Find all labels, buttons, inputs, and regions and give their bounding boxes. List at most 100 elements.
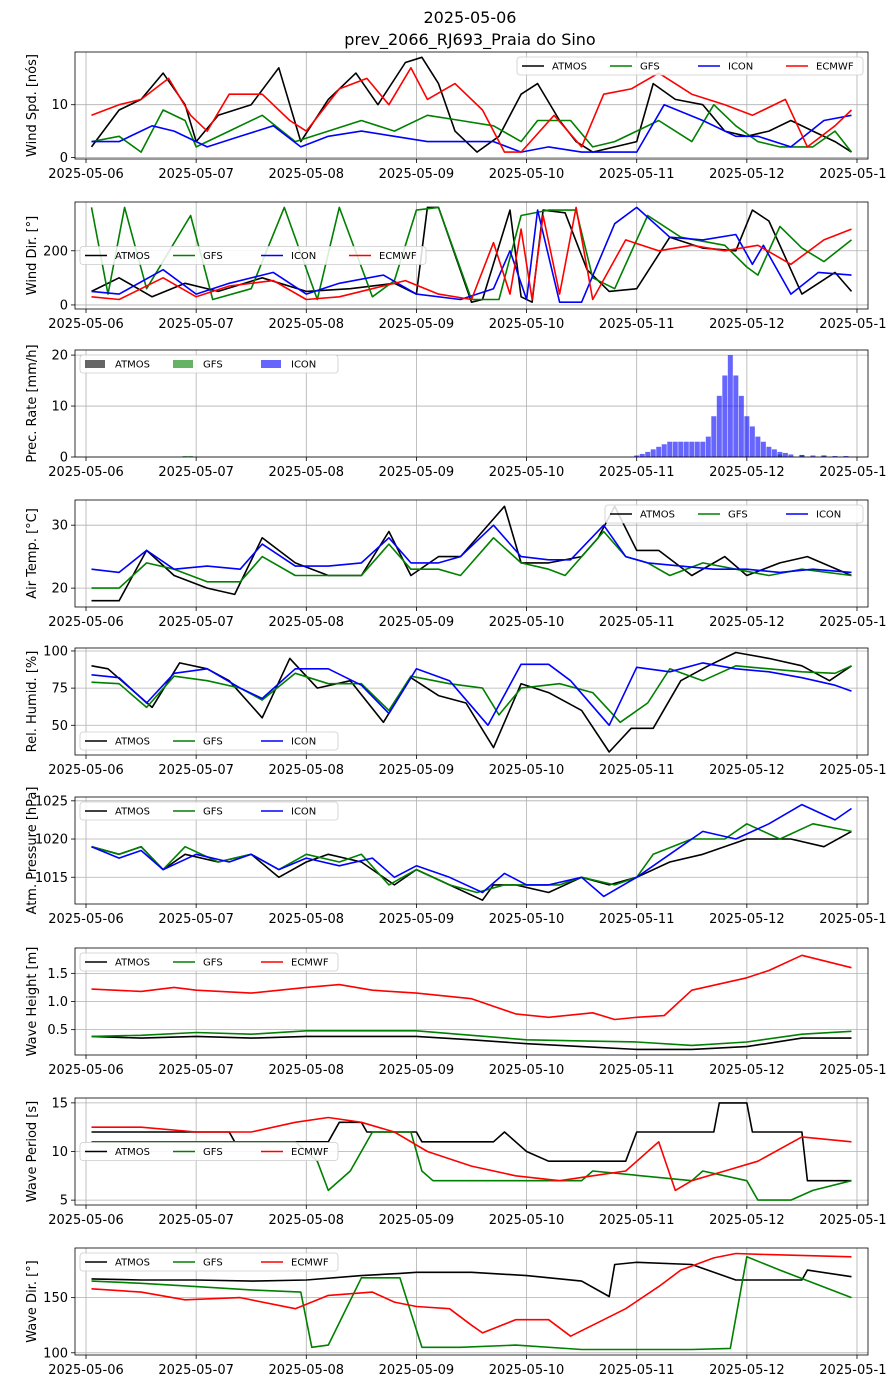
- legend-label: GFS: [203, 251, 223, 262]
- x-tick-label: 2025-05-07: [158, 1363, 234, 1378]
- series-line-atmos: [91, 830, 852, 902]
- x-tick-label: 2025-05-10: [489, 1363, 565, 1378]
- x-tick-label: 2025-05-06: [48, 763, 124, 778]
- series-line-ecmwf: [91, 67, 853, 153]
- series-line-icon: [91, 103, 852, 153]
- legend-box: [79, 246, 427, 265]
- bar-icon: [777, 451, 783, 457]
- x-tick-label: 2025-05-10: [489, 465, 565, 480]
- x-tick-label: 2025-05-10: [489, 317, 565, 332]
- figure-title: 2025-05-06: [424, 8, 517, 27]
- legend-box: [79, 354, 339, 374]
- x-tick-label: 2025-05-06: [48, 1063, 124, 1078]
- figure-subtitle: prev_2066_RJ693_Praia do Sino: [344, 30, 595, 50]
- y-axis-label: Wave Height [m]: [25, 947, 40, 1057]
- y-tick-label: 30: [51, 519, 68, 534]
- chart-panel-4: 2025-05-06 2025-05-07 2025-05-08 2025-05-09…: [25, 499, 886, 630]
- legend-label: ATMOS: [115, 360, 150, 371]
- series-line-gfs: [91, 103, 853, 153]
- data-layer: [91, 803, 852, 902]
- bar-icon: [810, 455, 816, 457]
- x-tick-label: 2025-05-10: [489, 912, 565, 927]
- bar-icon: [843, 455, 849, 457]
- data-layer: [91, 1102, 852, 1201]
- legend-box: [604, 504, 864, 524]
- legend-label: GFS: [203, 807, 223, 818]
- x-tick-label: 2025-05-07: [158, 465, 234, 480]
- x-tick-label: 2025-05-06: [48, 317, 124, 332]
- y-axis-label: Wave Dir. [°]: [25, 1260, 40, 1343]
- series-line-ecmwf: [91, 954, 852, 1021]
- x-tick-label: 2025-05-09: [379, 615, 455, 630]
- y-tick-label: 1.5: [47, 967, 68, 982]
- series-line-atmos: [91, 505, 852, 602]
- plot-frame: [74, 349, 869, 458]
- chart-panel-6: 2025-05-06 2025-05-07 2025-05-08 2025-05-09…: [25, 787, 886, 927]
- x-tick-label: 2025-05-09: [379, 763, 455, 778]
- bar-icon: [711, 416, 717, 457]
- x-tick-label: 2025-05-09: [379, 317, 455, 332]
- series-line-icon: [91, 524, 852, 574]
- x-tick-label: 2025-05-13: [819, 465, 886, 480]
- x-tick-label: 2025-05-06: [48, 465, 124, 480]
- x-tick-label: 2025-05-07: [158, 167, 234, 182]
- x-tick-label: 2025-05-08: [269, 763, 345, 778]
- legend-label: ATMOS: [552, 62, 587, 73]
- y-tick-label: 20: [51, 582, 68, 597]
- legend-label: GFS: [203, 360, 223, 371]
- data-layer: [91, 954, 852, 1051]
- x-tick-label: 2025-05-12: [709, 317, 785, 332]
- y-tick-label: 10: [51, 98, 68, 113]
- y-tick-label: 1020: [35, 833, 68, 848]
- legend-swatch: [85, 360, 105, 368]
- bar-icon: [667, 441, 673, 457]
- bar-icon: [672, 441, 678, 457]
- x-tick-label: 2025-05-13: [819, 167, 886, 182]
- legend-label: ECMWF: [379, 251, 417, 262]
- legend: ATMOS GFS ECMWF: [79, 1142, 339, 1161]
- legend: ATMOS GFS ECMWF: [79, 952, 339, 972]
- x-tick-label: 2025-05-12: [709, 615, 785, 630]
- x-tick-label: 2025-05-11: [599, 1213, 675, 1228]
- x-tick-label: 2025-05-11: [599, 912, 675, 927]
- series-line-icon: [91, 662, 852, 727]
- y-axis-label: Wind Dir. [°]: [25, 216, 40, 296]
- x-tick-label: 2025-05-13: [819, 615, 886, 630]
- bar-icon: [700, 441, 706, 457]
- bar-icon: [760, 441, 766, 457]
- legend-label: ATMOS: [115, 251, 150, 262]
- x-tick-label: 2025-05-06: [48, 1213, 124, 1228]
- x-tick-label: 2025-05-12: [709, 465, 785, 480]
- series-line-gfs: [90, 206, 852, 301]
- legend-box: [79, 1252, 339, 1272]
- bar-icon: [634, 455, 640, 457]
- legend-box: [516, 56, 864, 76]
- x-tick-label: 2025-05-13: [819, 1063, 886, 1078]
- data-layer: [90, 206, 853, 304]
- bar-icon: [650, 449, 656, 457]
- y-axis-label: Wind Spd. [nós]: [25, 54, 40, 157]
- x-tick-label: 2025-05-08: [269, 615, 345, 630]
- series-line-icon: [91, 803, 852, 898]
- chart-panels: 2025-05-06 2025-05-07 2025-05-08 2025-05-09…: [25, 51, 886, 1378]
- x-tick-label: 2025-05-08: [269, 1213, 345, 1228]
- x-tick-label: 2025-05-08: [269, 1063, 345, 1078]
- x-tick-label: 2025-05-08: [269, 1363, 345, 1378]
- bar-gfs: [188, 455, 194, 457]
- x-tick-label: 2025-05-10: [489, 1063, 565, 1078]
- data-layer: [91, 651, 852, 753]
- legend-box: [79, 952, 339, 972]
- series-line-gfs: [91, 1030, 852, 1047]
- chart-panel-8: 2025-05-06 2025-05-07 2025-05-08 2025-05-09…: [25, 1096, 886, 1228]
- x-tick-label: 2025-05-12: [709, 167, 785, 182]
- legend-label: GFS: [728, 510, 748, 521]
- legend-label: ICON: [291, 737, 316, 748]
- series-line-ecmwf: [91, 1252, 852, 1337]
- legend-label: ATMOS: [115, 737, 150, 748]
- bar-icon: [771, 449, 777, 457]
- series-line-gfs: [91, 822, 852, 894]
- legend-label: ATMOS: [115, 1147, 150, 1158]
- x-tick-label: 2025-05-13: [819, 912, 886, 927]
- y-tick-label: 0: [60, 151, 68, 166]
- bar-icon: [727, 355, 733, 457]
